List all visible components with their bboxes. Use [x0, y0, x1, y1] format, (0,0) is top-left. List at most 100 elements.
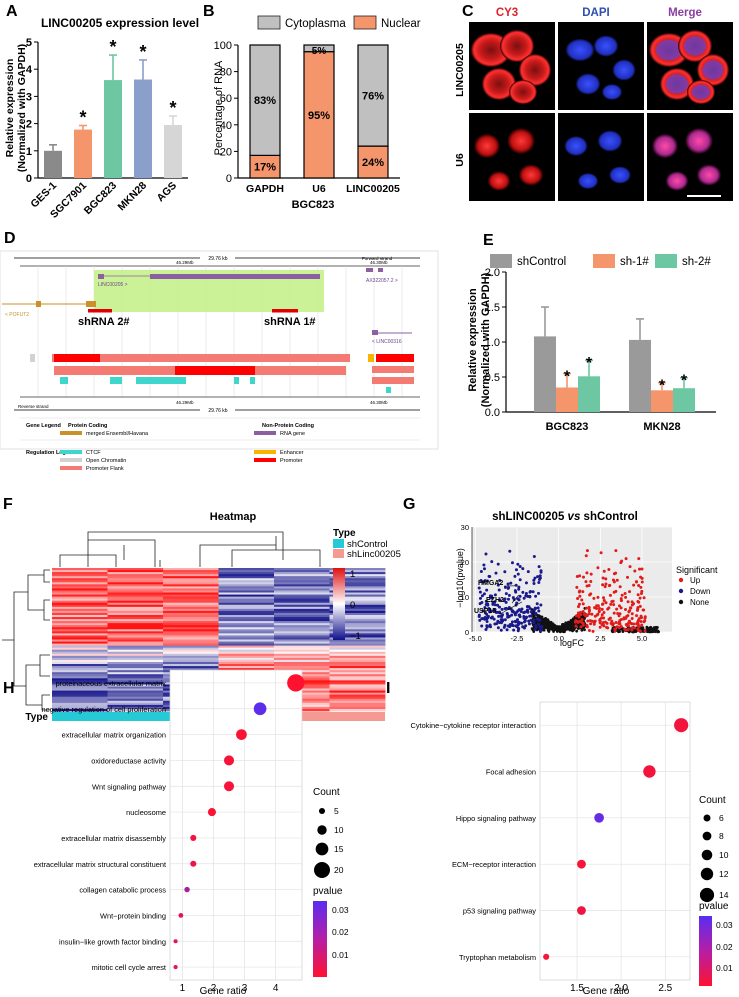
point-up	[641, 608, 645, 612]
point-up	[630, 616, 634, 620]
size-legend-label: 10	[719, 850, 729, 860]
heatmap-cell	[218, 655, 275, 659]
point-up	[618, 585, 622, 589]
heatmap-cell	[52, 672, 108, 675]
point-down	[534, 611, 538, 615]
panel-e-bar-chart: E shControl sh-1# sh-2# Relative express…	[467, 232, 716, 433]
point-none	[559, 629, 563, 633]
label-nuclear: 95%	[308, 110, 330, 122]
heatmap-cell	[163, 590, 219, 593]
heatmap-cell	[163, 666, 219, 669]
term-label: nucleosome	[126, 808, 166, 817]
micrograph-tile	[558, 113, 644, 201]
heatmap-cell	[52, 594, 108, 597]
point-down	[493, 593, 497, 597]
heatmap-cell	[52, 702, 108, 706]
term-label: oxidoreductase activity	[91, 756, 166, 765]
panel-i-pvalue-scale	[699, 916, 712, 986]
point-down	[482, 592, 486, 596]
point-down	[522, 626, 526, 630]
heatmap-cell	[329, 596, 386, 600]
term-label: Wnt signaling pathway	[92, 782, 166, 791]
point-up	[574, 624, 578, 628]
term-label: proteinaceous extracellular matrix	[56, 679, 167, 688]
heatmap-cell	[52, 598, 108, 602]
y-tick-label: 0	[26, 173, 32, 185]
heatmap-cell	[107, 606, 164, 610]
size-legend-dot	[317, 825, 327, 835]
heatmap-cell	[107, 676, 164, 679]
point-down	[513, 574, 517, 578]
panel-h-count-title: Count	[313, 787, 340, 798]
heatmap-cell	[329, 653, 386, 657]
gene-label-ax322057: AX322057.2 >	[366, 278, 398, 284]
heatmap-cell	[329, 668, 386, 671]
point-up	[575, 575, 579, 579]
point-up	[623, 592, 627, 596]
heatmap-cell	[52, 602, 108, 606]
heatmap-cell	[329, 619, 386, 622]
legend-swatch-nuclear	[353, 15, 377, 30]
ctcf-feature-3	[136, 377, 186, 384]
heatmap-cell	[52, 631, 108, 634]
heatmap-cell	[329, 586, 386, 589]
merged-swatch	[60, 431, 82, 435]
point-up	[618, 619, 622, 623]
heatmap-cell	[52, 680, 108, 683]
heatmap-cell	[218, 612, 275, 616]
heatmap-cell	[107, 602, 164, 606]
heatmap-cell	[52, 621, 108, 624]
point-up	[626, 628, 630, 632]
heatmap-cell	[107, 568, 164, 571]
point-up	[639, 619, 643, 623]
size-legend-label: 20	[334, 865, 344, 875]
heatmap-cell	[163, 629, 219, 632]
heatmap-cell	[107, 604, 164, 608]
point-down	[539, 570, 543, 574]
linc00316-exon	[372, 330, 378, 335]
scale-tick-1: 1	[350, 569, 355, 580]
heatmap-cell	[52, 659, 108, 663]
point-down	[478, 590, 482, 594]
panel-i-xlabel: Gene ratio	[583, 986, 630, 997]
cell-nucleus-blue	[575, 73, 601, 95]
forward-strand-label: Forward strand	[362, 256, 393, 261]
point-up	[581, 623, 585, 627]
heatmap-cell	[52, 633, 108, 636]
panel-g-volcano: G shLINC00205 vs shControl −log10(pvalue…	[403, 496, 718, 648]
dot	[253, 702, 267, 716]
point-up	[627, 621, 631, 625]
point-down	[491, 602, 495, 606]
point-up	[596, 566, 600, 570]
heatmap-cell	[329, 578, 386, 581]
point-up	[620, 559, 624, 563]
point-up	[600, 613, 604, 617]
heatmap-cell	[163, 661, 219, 665]
heatmap-cell	[329, 694, 386, 698]
cell-nucleus-merge	[683, 36, 707, 56]
point-none	[650, 627, 654, 631]
heatmap-cell	[163, 619, 219, 622]
point-up	[617, 626, 621, 630]
heatmap-cell	[163, 617, 219, 620]
point-up	[627, 624, 631, 628]
legend-label-cytoplasma: Cytoplasma	[285, 18, 346, 30]
heatmap-cell	[274, 584, 330, 587]
cell-nucleus-blue	[597, 130, 623, 152]
heatmap-cell	[329, 621, 386, 624]
size-legend-dot	[318, 807, 326, 815]
heatmap-cell	[107, 582, 164, 585]
heatmap-cell	[107, 708, 164, 712]
point-up	[581, 590, 585, 594]
heatmap-cell	[274, 637, 330, 640]
heatmap-cell	[163, 596, 219, 600]
point-down	[505, 611, 509, 615]
point-none	[552, 627, 555, 631]
heatmap-cell	[52, 639, 108, 642]
heatmap-cell	[52, 708, 108, 712]
term-label: Tryptophan metabolism	[459, 953, 536, 962]
point-none	[546, 618, 550, 622]
point-down	[522, 596, 526, 600]
point-up	[642, 620, 646, 624]
heatmap-cell	[107, 684, 164, 687]
